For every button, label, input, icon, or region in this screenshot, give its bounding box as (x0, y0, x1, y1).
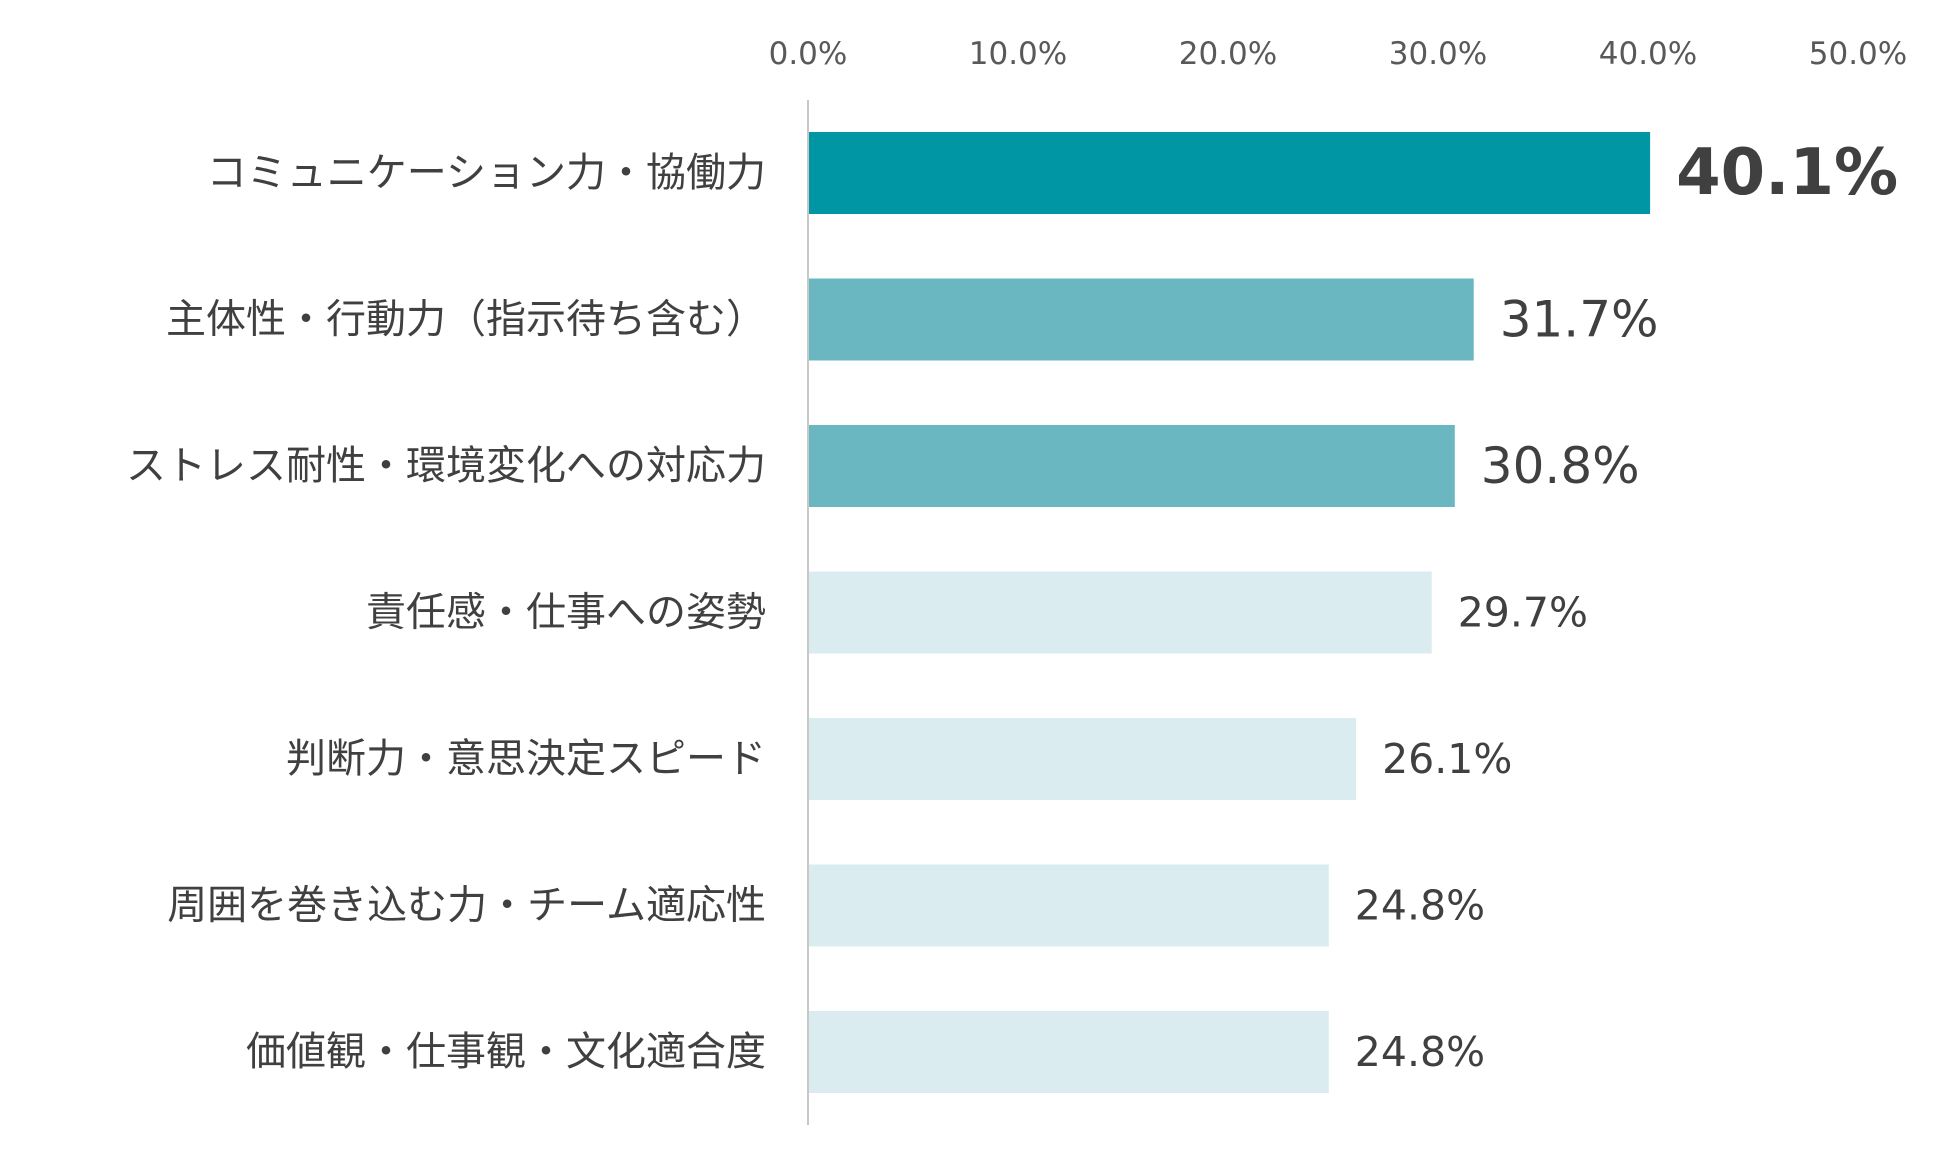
x-tick-label: 30.0% (1389, 36, 1487, 72)
value-label: 24.8% (1355, 882, 1485, 930)
category-label: 責任感・仕事への姿勢 (366, 590, 766, 636)
bar (808, 132, 1651, 214)
bar (808, 278, 1474, 361)
category-label: 価値観・仕事観・文化適合度 (246, 1029, 766, 1075)
x-tick-label: 20.0% (1179, 36, 1277, 72)
x-tick-label: 10.0% (969, 36, 1067, 72)
x-tick-label: 40.0% (1599, 36, 1697, 72)
bars-group (808, 132, 1651, 1093)
value-label: 24.8% (1355, 1028, 1485, 1076)
value-label: 40.1% (1676, 136, 1898, 210)
bar (808, 425, 1455, 507)
value-labels: 40.1% 31.7% 30.8% 29.7% 26.1% 24.8% 24.8% (1355, 136, 1898, 1076)
x-axis-ticks: 0.0% 10.0% 20.0% 30.0% 40.0% 50.0% (769, 36, 1908, 72)
category-label: 主体性・行動力（指示待ち含む） (166, 297, 766, 343)
bar (808, 864, 1329, 947)
x-tick-label: 0.0% (769, 36, 848, 72)
category-label: 周囲を巻き込む力・チーム適応性 (167, 883, 766, 929)
bar (808, 1011, 1329, 1093)
value-label: 31.7% (1500, 291, 1659, 349)
category-label: 判断力・意思決定スピード (286, 736, 766, 782)
category-label: コミュニケーション力・協働力 (207, 150, 766, 196)
value-label: 26.1% (1382, 735, 1512, 783)
category-label: ストレス耐性・環境変化への対応力 (126, 443, 766, 489)
value-label: 30.8% (1481, 437, 1640, 495)
bar (808, 718, 1357, 800)
bar (808, 571, 1432, 654)
value-label: 29.7% (1458, 589, 1588, 637)
x-tick-label: 50.0% (1809, 36, 1907, 72)
